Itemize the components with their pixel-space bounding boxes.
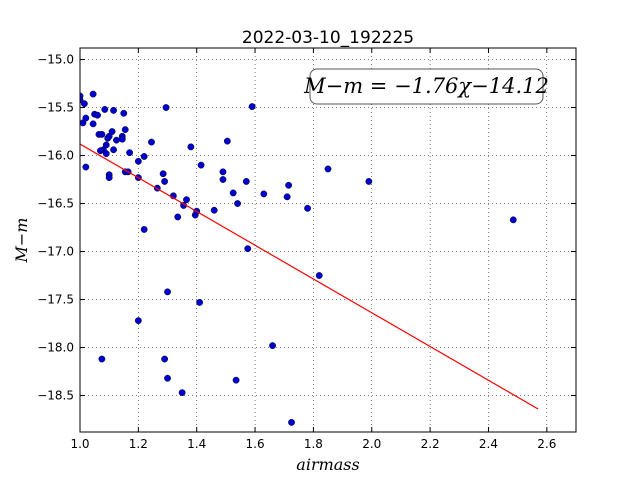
chart-title: 2022-03-10_192225 (242, 28, 414, 48)
y-tick-label: −17.5 (37, 293, 74, 307)
data-point (89, 90, 97, 98)
x-axis-label: airmass (296, 455, 359, 474)
data-point (244, 245, 252, 253)
data-point (82, 114, 90, 122)
data-point (197, 161, 205, 169)
data-point (134, 157, 142, 165)
x-tick-label: 2.2 (421, 437, 440, 451)
y-tick-label: −16.0 (37, 149, 74, 163)
y-tick-label: −17.0 (37, 245, 74, 259)
x-tick-label: 1.4 (187, 437, 206, 451)
data-point (304, 204, 311, 212)
data-point (178, 389, 186, 397)
data-point (223, 137, 231, 145)
x-tick-label: 1.8 (304, 437, 323, 451)
y-tick-label: −18.5 (37, 389, 74, 403)
data-point (242, 178, 250, 185)
data-point (162, 104, 170, 111)
data-point (126, 149, 134, 157)
y-tick-label: −15.0 (37, 53, 74, 67)
data-point (98, 355, 106, 363)
x-tick-label: 1.2 (129, 437, 148, 451)
x-tick-label: 1.0 (70, 437, 89, 451)
y-tick-label: −18.0 (37, 341, 74, 355)
data-point (140, 226, 148, 233)
data-point (283, 193, 291, 201)
data-point (118, 135, 126, 143)
fit-line (80, 143, 539, 410)
annotation-text: M−m = −1.76χ−14.12 (303, 74, 549, 98)
data-point (108, 128, 116, 135)
annotation-box (309, 68, 544, 105)
data-layer (80, 90, 539, 426)
data-point (82, 163, 90, 171)
data-point (232, 376, 240, 384)
data-point (187, 143, 195, 151)
data-point (80, 100, 88, 108)
data-point (102, 141, 110, 149)
data-point (174, 213, 182, 221)
data-point (164, 288, 171, 296)
data-point (120, 109, 128, 117)
data-point (148, 138, 155, 146)
data-point (97, 147, 104, 155)
plot-area: 1.0 1.2 1.4 1.6 1.8 2.0 2.2 2.4 2.6 −15.0 −15.5 −16… (37, 47, 577, 451)
data-point (110, 146, 117, 154)
data-point (101, 106, 109, 113)
data-point (161, 355, 169, 363)
data-point (210, 206, 218, 214)
data-point (234, 200, 241, 207)
data-point (105, 174, 113, 182)
data-point (248, 103, 256, 110)
data-point (315, 272, 323, 279)
y-tick-label: −16.5 (37, 197, 74, 211)
data-point (229, 189, 237, 197)
data-point (121, 126, 129, 134)
data-point (164, 374, 171, 382)
data-point (161, 178, 169, 185)
data-point (94, 111, 101, 119)
data-point (98, 130, 106, 138)
data-point (219, 176, 227, 183)
data-point (269, 342, 276, 349)
data-point (260, 190, 268, 198)
data-point (159, 170, 167, 178)
data-point (196, 298, 204, 306)
data-point (285, 181, 293, 189)
data-point (509, 216, 517, 224)
data-point (183, 196, 190, 204)
x-tick-label: 2.4 (479, 437, 498, 451)
data-point (113, 136, 120, 144)
data-point (134, 317, 142, 325)
data-point (102, 150, 110, 158)
data-point (219, 168, 227, 176)
data-point (89, 120, 97, 128)
data-point (365, 178, 373, 185)
axes-frame (79, 47, 577, 433)
x-tick-label: 1.6 (246, 437, 265, 451)
y-tick-label: −15.5 (37, 101, 74, 115)
data-point (110, 107, 117, 114)
x-tick-label: 2.6 (537, 437, 556, 451)
data-point (140, 153, 148, 160)
data-point (288, 418, 295, 426)
data-point (324, 165, 332, 173)
y-axis-label: M−m (12, 218, 31, 264)
x-tick-label: 2.0 (362, 437, 381, 451)
